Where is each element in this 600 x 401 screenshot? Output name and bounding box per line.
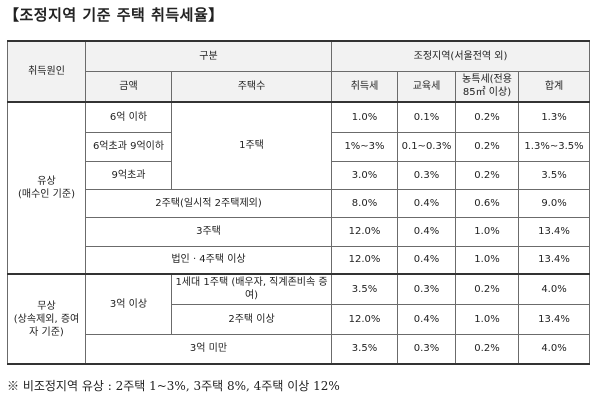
cell-total: 4.0%: [517, 273, 591, 305]
table-row: 2주택(일시적 2주택제외) 8.0% 0.4% 0.6% 9.0%: [8, 188, 591, 218]
section-free: 무상 (상속제외, 증여자 기준): [7, 273, 86, 365]
cell-rural: 0.2%: [455, 273, 519, 305]
footnote: ※ 비조정지역 유상 : 2주택 1~3%, 3주택 8%, 4주택 이상 12…: [7, 379, 340, 393]
cell-acq: 12.0%: [331, 216, 398, 247]
cell-edu: 0.1~0.3%: [397, 131, 456, 162]
header-rural-tax: 농특세(전용 85㎡ 이상): [455, 70, 519, 103]
cell-edu: 0.3%: [397, 333, 456, 365]
table-row: 2주택 이상 12.0% 0.4% 1.0% 13.4%: [8, 303, 591, 335]
cell-amount: 3억 이상: [85, 273, 172, 335]
cell-acq: 3.0%: [331, 160, 398, 190]
cell-edu: 0.4%: [397, 303, 456, 335]
cell-acq: 1%~3%: [331, 131, 398, 162]
cell-total: 9.0%: [517, 188, 591, 218]
cell-category: 2주택(일시적 2주택제외): [85, 188, 332, 218]
cell-rural: 0.2%: [455, 101, 519, 133]
cell-total: 4.0%: [517, 333, 591, 365]
cell-rural: 0.2%: [455, 333, 519, 365]
cell-total: 3.5%: [517, 160, 591, 190]
table-row: 3주택 12.0% 0.4% 1.0% 13.4%: [8, 216, 591, 247]
cell-edu: 0.1%: [397, 101, 456, 133]
cell-acq: 12.0%: [331, 245, 398, 275]
cell-edu: 0.3%: [397, 273, 456, 305]
cell-houses: 1세대 1주택 (배우자, 직계존비속 증여): [171, 273, 332, 305]
table-row: 법인 · 4주택 이상 12.0% 0.4% 1.0% 13.4%: [8, 245, 591, 275]
cell-edu: 0.4%: [397, 188, 456, 218]
cell-edu: 0.4%: [397, 216, 456, 247]
section-paid-sublabel: (매수인 기준): [18, 189, 75, 200]
cell-rural: 0.2%: [455, 160, 519, 190]
cell-rural: 0.2%: [455, 131, 519, 162]
section-free-sublabel: (상속제외, 증여자 기준): [13, 313, 80, 338]
section-free-label: 무상: [37, 300, 56, 312]
header-total: 합계: [517, 70, 591, 103]
cell-acq: 3.5%: [331, 333, 398, 365]
header-acquisition-tax: 취득세: [331, 70, 398, 103]
cell-edu: 0.4%: [397, 245, 456, 275]
cell-category: 3주택: [85, 216, 332, 247]
section-paid-label: 유상: [37, 176, 56, 187]
cell-category: 법인 · 4주택 이상: [85, 245, 332, 275]
table-row: 유상 (매수인 기준) 6억 이하 1주택 1.0% 0.1% 0.2% 1.3…: [7, 101, 591, 275]
table-row: 무상 (상속제외, 증여자 기준) 3억 이상 1세대 1주택 (배우자, 직계…: [7, 273, 591, 365]
cell-total: 13.4%: [517, 216, 591, 247]
header-houses: 주택수: [171, 70, 332, 103]
cell-rural: 1.0%: [455, 303, 519, 335]
cell-amount: 9억초과: [85, 160, 172, 190]
cell-category: 3억 미만: [85, 333, 332, 365]
header-cause: 취득원인: [7, 40, 86, 103]
cell-rural: 1.0%: [455, 216, 519, 247]
cell-rural: 0.6%: [455, 188, 519, 218]
cell-edu: 0.3%: [397, 160, 456, 190]
cell-total: 13.4%: [517, 303, 591, 335]
cell-acq: 3.5%: [331, 273, 398, 305]
table-row: 3억 미만 3.5% 0.3% 0.2% 4.0%: [8, 333, 591, 365]
table-row: 6억초과 9억이하 1%~3% 0.1~0.3% 0.2% 1.3%~3.5%: [8, 131, 591, 162]
header-regulated-area: 조정지역(서울전역 외): [330, 40, 591, 72]
cell-rural: 1.0%: [455, 245, 519, 275]
header-education-tax: 교육세: [397, 70, 456, 103]
cell-houses: 2주택 이상: [171, 303, 332, 335]
cell-total: 1.3%~3.5%: [517, 131, 591, 162]
cell-houses: 1주택: [171, 101, 332, 190]
section-paid: 유상 (매수인 기준): [7, 101, 86, 275]
cell-acq: 1.0%: [331, 101, 398, 133]
cell-total: 1.3%: [517, 101, 591, 133]
tax-rate-table: 취득원인 구분 조정지역(서울전역 외) 금액 주택수 취득세 교육세 농특세(…: [7, 40, 591, 365]
cell-amount: 6억 이하: [85, 101, 172, 133]
cell-acq: 8.0%: [331, 188, 398, 218]
page-title: 【조정지역 기준 주택 취득세율】: [4, 6, 224, 24]
header-category: 구분: [85, 40, 332, 72]
cell-amount: 6억초과 9억이하: [85, 131, 172, 162]
header-amount: 금액: [85, 70, 172, 103]
cell-acq: 12.0%: [331, 303, 398, 335]
cell-total: 13.4%: [517, 245, 591, 275]
